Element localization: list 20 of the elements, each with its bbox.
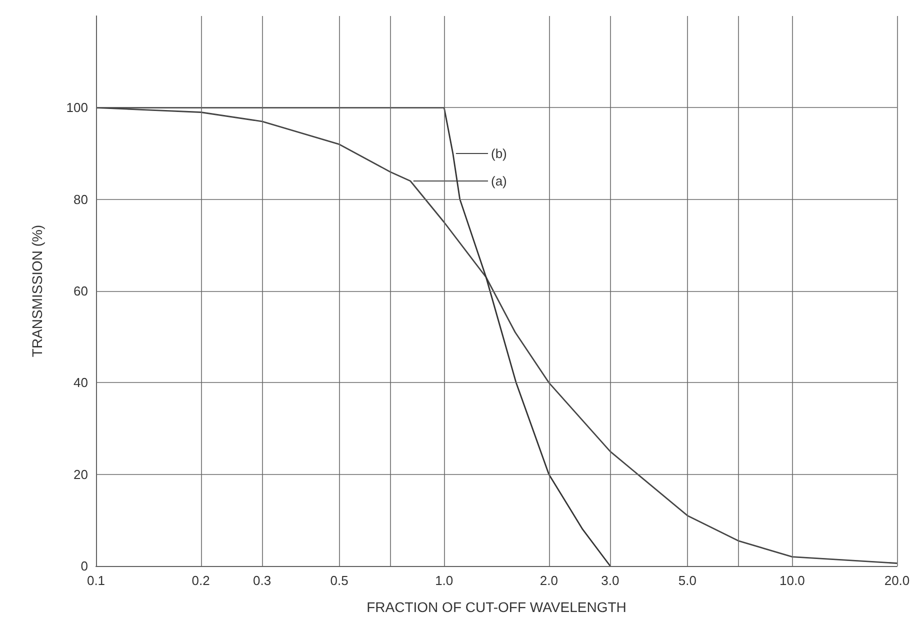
y-tick-label: 40 bbox=[74, 375, 88, 390]
x-tick-label: 1.0 bbox=[435, 573, 454, 588]
x-axis-title: FRACTION OF CUT-OFF WAVELENGTH bbox=[366, 599, 626, 615]
x-tick-label: 3.0 bbox=[601, 573, 620, 588]
x-tick-label: 0.2 bbox=[192, 573, 210, 588]
x-tick-label: 2.0 bbox=[540, 573, 558, 588]
y-tick-label: 0 bbox=[80, 558, 88, 574]
y-tick-label: 80 bbox=[74, 192, 88, 207]
y-tick-label: 20 bbox=[74, 466, 88, 482]
x-tick-label: 10.0 bbox=[780, 573, 805, 588]
x-tick-label: 5.0 bbox=[678, 573, 696, 588]
x-tick-label: 0.5 bbox=[330, 573, 348, 588]
annotation: (b) bbox=[491, 146, 507, 161]
x-tick-label: 20.0 bbox=[884, 573, 910, 588]
y-tick-label: 60 bbox=[74, 284, 88, 298]
y-tick-label: 100 bbox=[66, 100, 88, 116]
y-axis-title: TRANSMISSION (%) bbox=[29, 224, 45, 358]
x-tick-label: 0.3 bbox=[253, 573, 272, 588]
annotation: (a) bbox=[491, 174, 507, 188]
x-tick-label: 0.1 bbox=[86, 573, 106, 588]
